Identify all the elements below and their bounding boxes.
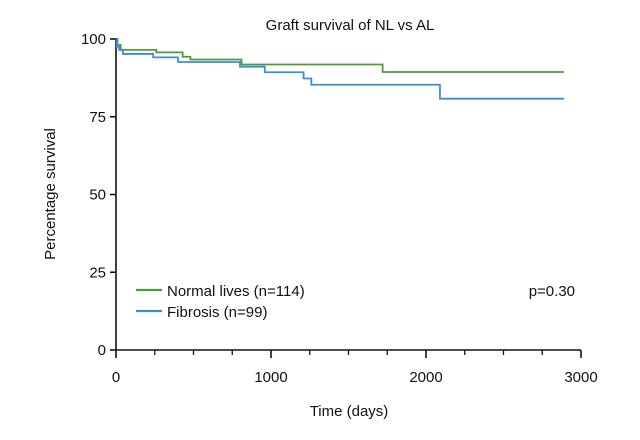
y-tick-label: 50 [89, 187, 106, 204]
y-tick-label: 25 [89, 264, 106, 281]
y-tick-label: 75 [89, 109, 106, 126]
y-tick-label: 100 [81, 31, 106, 48]
y-axis-label: Percentage survival [42, 128, 59, 260]
legend-label-normal: Normal lives (n=114) [167, 283, 305, 300]
series-line-normal-lives [116, 38, 564, 73]
p-value-annotation: p=0.30 [529, 283, 575, 300]
x-tick-label: 0 [112, 369, 120, 386]
chart-title: Graft survival of NL vs AL [266, 17, 435, 34]
plot-area [115, 38, 564, 100]
x-tick-label: 3000 [564, 369, 597, 386]
x-axis-label: Time (days) [310, 403, 389, 420]
legend-label-fibrosis: Fibrosis (n=99) [167, 304, 267, 321]
x-tick-label: 1000 [254, 369, 287, 386]
legend: Normal lives (n=114) Fibrosis (n=99) [136, 283, 305, 321]
x-tick-label: 2000 [409, 369, 442, 386]
series-line-fibrosis [115, 38, 564, 100]
y-tick-label: 0 [98, 342, 106, 359]
